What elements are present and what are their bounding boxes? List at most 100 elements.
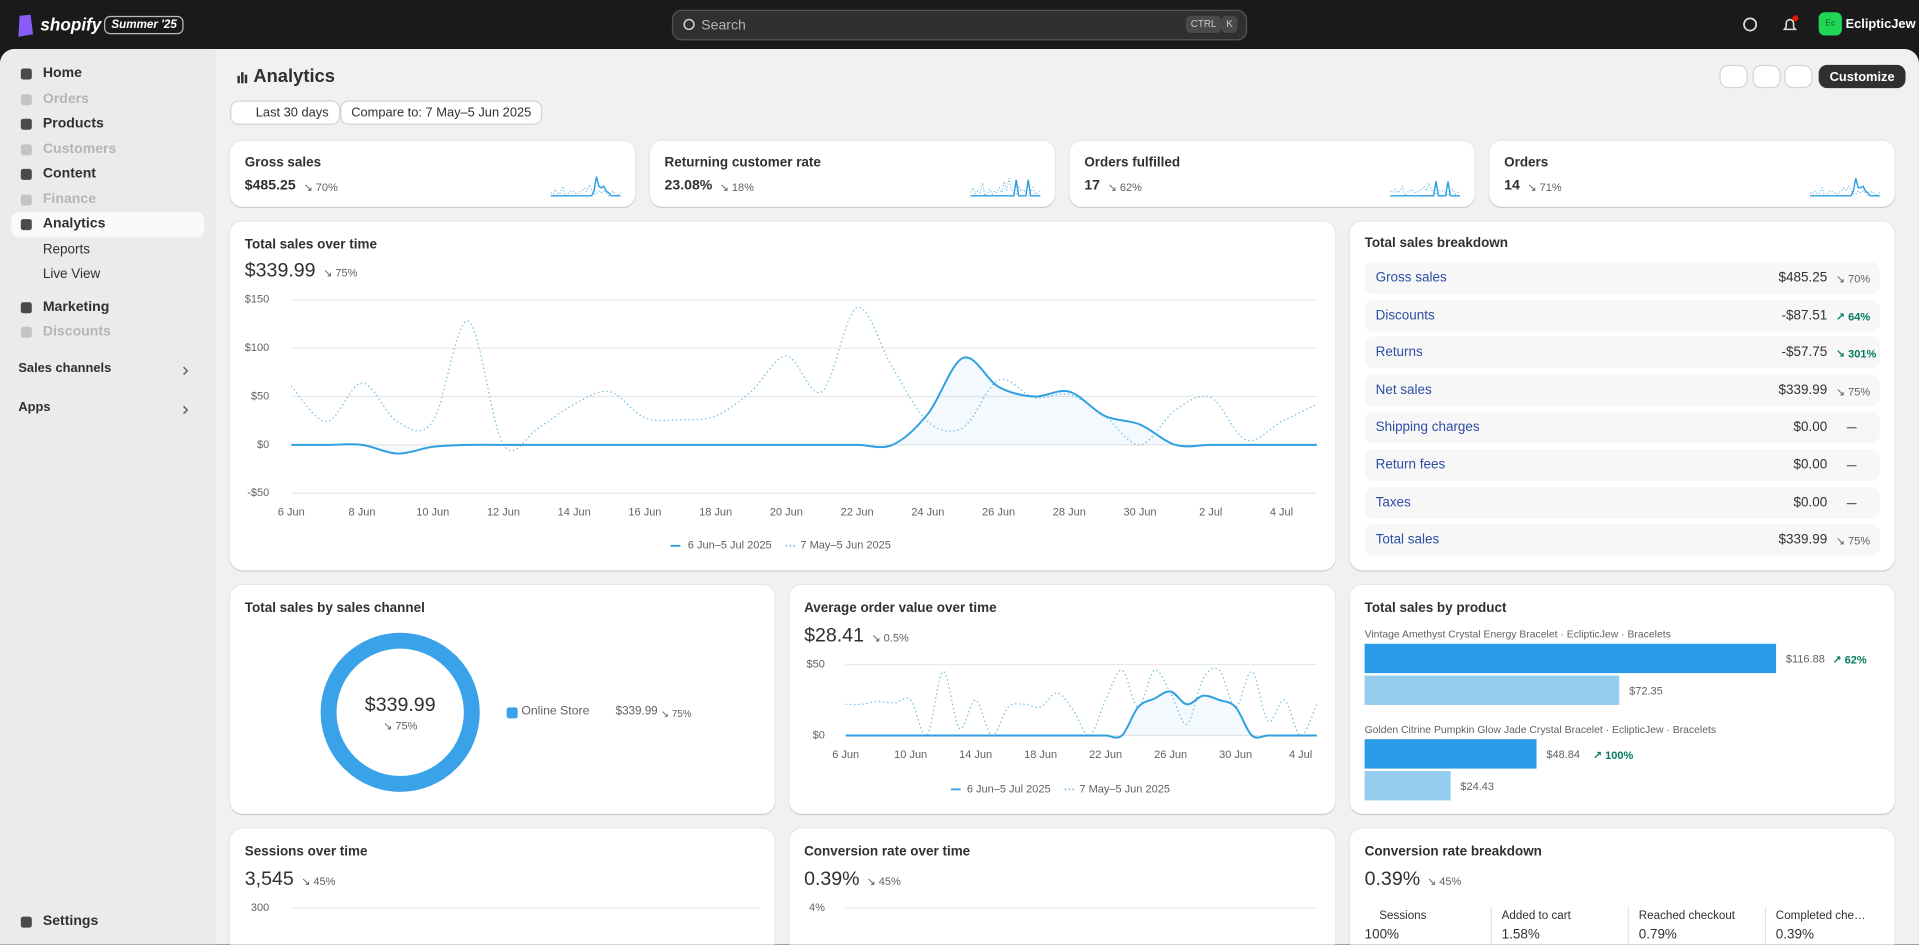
change-wrap: 45% (866, 870, 900, 890)
row-value: $339.99 (1778, 382, 1828, 398)
chart-canvas (20, 118, 32, 130)
step-label: Added to cart (1501, 909, 1571, 923)
nav-subitem[interactable]: Reports (42, 241, 90, 257)
active-bg (11, 211, 205, 237)
nav-icon (20, 916, 32, 928)
chart-canvas (550, 176, 621, 197)
breakdown-row (1364, 299, 1880, 332)
sparkline (1810, 178, 1880, 197)
legend-label: Online Store (521, 704, 590, 719)
bar-value-label: $24.43 (1460, 781, 1494, 793)
icon-button[interactable] (1752, 64, 1781, 89)
nav-item: Finance (42, 191, 97, 207)
title-icon (237, 75, 240, 84)
change-wrap: 45% (301, 870, 335, 890)
nav-item[interactable]: Analytics (42, 216, 106, 232)
row-label[interactable]: Return fees (1375, 457, 1446, 473)
bar (1364, 643, 1777, 674)
legend-value: $339.99 (615, 704, 658, 719)
row-label[interactable]: Net sales (1375, 382, 1432, 398)
row-label[interactable]: Discounts (1375, 307, 1435, 323)
x-tick-label: 2 Jul (1199, 507, 1222, 519)
row-value: $0.00 (1793, 457, 1828, 473)
card-title: Average order value over time (804, 600, 997, 616)
nav-icon (20, 193, 32, 205)
row-label[interactable]: Gross sales (1375, 270, 1447, 286)
nav-section[interactable]: Sales channels (18, 361, 112, 376)
row-label[interactable]: Taxes (1375, 495, 1411, 510)
nav-item: Orders (42, 91, 89, 106)
chart-canvas (20, 301, 32, 313)
chart-card: Sessions over time 3,545 45% 300 (230, 828, 775, 945)
card-value: 0.39% (804, 868, 860, 890)
step-label: Sessions (1379, 909, 1427, 923)
breakdown-card: Conversion rate breakdown 0.39% 45% Session… (1349, 828, 1895, 945)
kpi-card[interactable]: Gross sales $485.25 70% (230, 140, 636, 207)
compare-button[interactable]: Compare to: 7 May–5 Jun 2025 (340, 100, 543, 125)
customize-button[interactable]: Customize (1818, 64, 1906, 89)
bar-value-label: $116.88 (1786, 654, 1825, 666)
step-label: Completed che… (1775, 909, 1866, 923)
chart-canvas: $150 $100 $50 $0 -$50 6 Jun 8 Jun 10 Jun 12 Jun 1… (245, 294, 1318, 552)
chart-canvas (20, 68, 32, 80)
nav-icon (20, 68, 32, 80)
icon-button[interactable] (1719, 64, 1748, 89)
row-label[interactable]: Shipping charges (1375, 420, 1480, 435)
nav-icon (20, 326, 32, 338)
x-tick-label: 18 Jun (699, 507, 732, 519)
icon-button[interactable] (1784, 64, 1813, 89)
step-value: 100% (1364, 927, 1400, 943)
nav-item[interactable]: Products (42, 116, 104, 131)
chart-canvas: $116.88 $72.35 $48.84 $24.43 (1364, 643, 1825, 801)
card-value: 3,545 (244, 868, 294, 890)
row-label[interactable]: Total sales (1375, 532, 1440, 548)
nav-item[interactable]: Marketing (42, 299, 110, 314)
card-title: Total sales by sales channel (244, 600, 425, 616)
change: 75% (1836, 535, 1870, 547)
x-tick-label: 12 Jun (487, 507, 520, 519)
row-value: $0.00 (1793, 495, 1828, 510)
row-value: $339.99 (1778, 532, 1828, 548)
change: 0.5% (871, 632, 908, 644)
change-wrap: 75% (661, 702, 692, 722)
change: 62% (1832, 654, 1866, 666)
search-icon (683, 18, 695, 31)
kpi-value: 23.08% (664, 178, 713, 194)
change: 70% (304, 181, 338, 193)
card-title: Total sales breakdown (1364, 236, 1508, 251)
nav-item[interactable]: Home (42, 66, 82, 81)
chart-card: Total sales by product $116.88 $72.35 $48.8… (1349, 585, 1895, 814)
topbar: shopify Summer '25 Search CTRL K Ec EclipticJe… (0, 0, 1919, 49)
change-wrap: 62% (1832, 649, 1866, 669)
nav-item[interactable]: Content (42, 166, 96, 182)
step-label: Reached checkout (1638, 909, 1736, 923)
chart-canvas (237, 72, 248, 84)
divider (1490, 906, 1492, 945)
change-wrap: 70% (1836, 268, 1870, 288)
x-tick-label: 6 Jun (278, 507, 305, 519)
nav-section[interactable]: Apps (18, 400, 51, 415)
y-tick-label: 300 (251, 902, 269, 914)
kpi-card[interactable]: Returning customer rate 23.08% 18% (649, 140, 1055, 207)
line (845, 667, 1318, 737)
x-tick-label: 22 Jun (1089, 749, 1122, 761)
nav-subitem[interactable]: Live View (42, 266, 101, 282)
x-tick-label: 18 Jun (1024, 749, 1057, 761)
sparkline (970, 178, 1041, 198)
store-name[interactable]: EclipticJew (1845, 17, 1916, 32)
search-box[interactable]: Search CTRL K (671, 9, 1248, 41)
kpi-card[interactable]: Orders fulfilled 17 62% (1069, 140, 1475, 207)
card-value: 0.39% (1364, 868, 1421, 890)
chart-canvas (1809, 178, 1881, 197)
row-label[interactable]: Returns (1375, 345, 1423, 361)
step-value: 1.58% (1501, 927, 1540, 943)
card-value: $339.99 (244, 260, 316, 282)
card-title: Conversion rate breakdown (1364, 844, 1542, 860)
kpi-card[interactable]: Orders 14 71% (1489, 140, 1895, 207)
nav-settings[interactable]: Settings (42, 914, 99, 929)
kpi-value: $485.25 (244, 178, 296, 194)
nav-item: Discounts (42, 324, 111, 340)
date-range-button[interactable]: Last 30 days (230, 100, 340, 125)
x-tick-label: 30 Jun (1219, 749, 1252, 761)
y-tick-label: $100 (245, 342, 269, 354)
